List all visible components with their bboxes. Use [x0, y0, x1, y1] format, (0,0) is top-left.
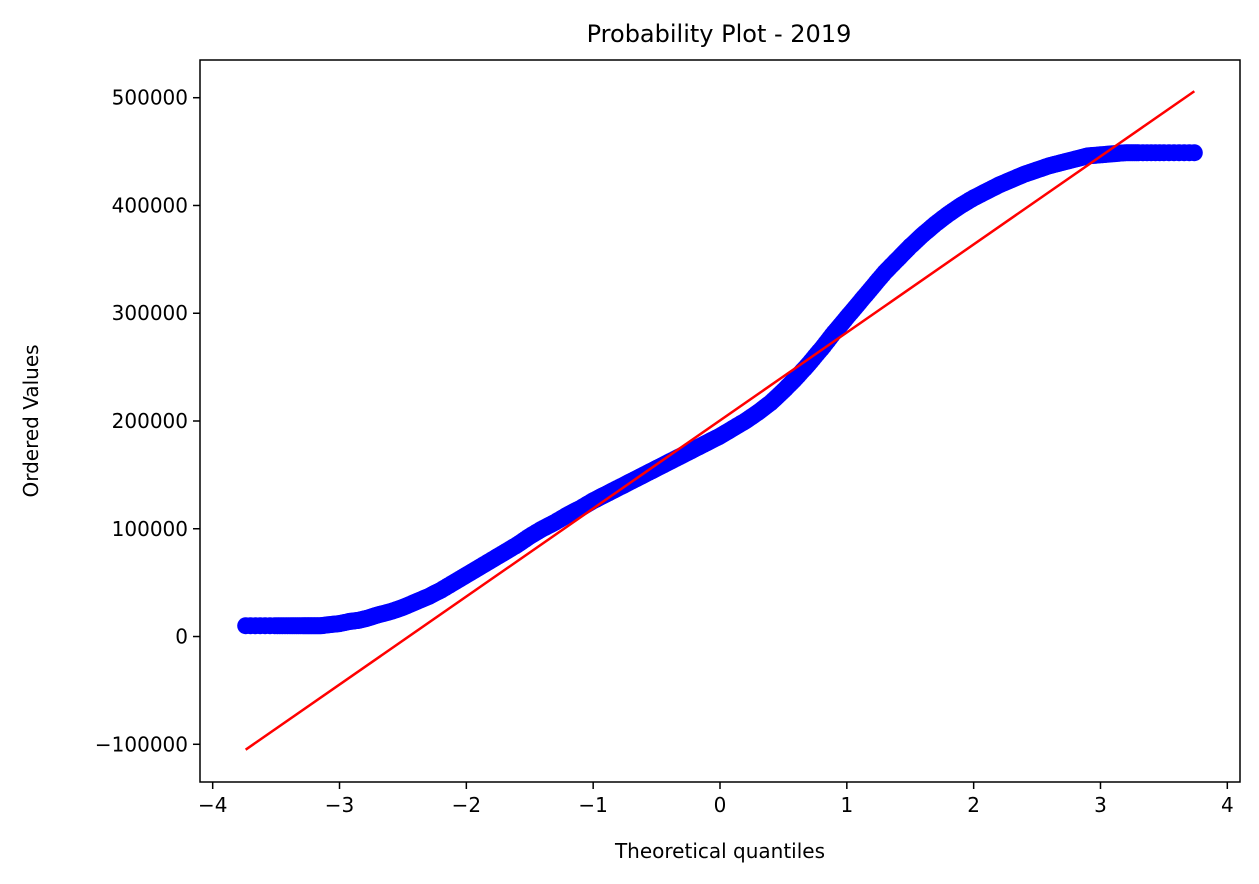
data-point-fill	[1180, 144, 1198, 162]
y-tick-label: 500000	[112, 86, 188, 110]
x-tick-label: −1	[578, 793, 607, 817]
y-axis-ticks: −100000 0 100000 200000 300000 400000 500000	[95, 86, 200, 756]
y-axis-label: Ordered Values	[19, 344, 43, 497]
data-points	[237, 144, 1203, 635]
y-tick-label: 200000	[112, 409, 188, 433]
x-tick-label: 4	[1221, 793, 1234, 817]
x-tick-label: 2	[967, 793, 980, 817]
x-tick-label: −4	[198, 793, 227, 817]
x-tick-label: 3	[1094, 793, 1107, 817]
y-tick-label: 400000	[112, 193, 188, 217]
y-tick-label: 100000	[112, 517, 188, 541]
x-tick-label: −3	[325, 793, 354, 817]
y-tick-label: −100000	[95, 732, 188, 756]
fit-line-layer	[244, 90, 1196, 751]
x-tick-label: 0	[714, 793, 727, 817]
y-tick-label: 0	[175, 625, 188, 649]
y-tick-label: 300000	[112, 301, 188, 325]
x-axis-label: Theoretical quantiles	[614, 839, 825, 863]
x-tick-label: −2	[452, 793, 481, 817]
x-axis-ticks: −4 −3 −2 −1 0 1 2 3 4	[198, 782, 1234, 817]
fit-line	[244, 90, 1196, 751]
chart-title: Probability Plot - 2019	[587, 20, 852, 48]
x-tick-label: 1	[840, 793, 853, 817]
